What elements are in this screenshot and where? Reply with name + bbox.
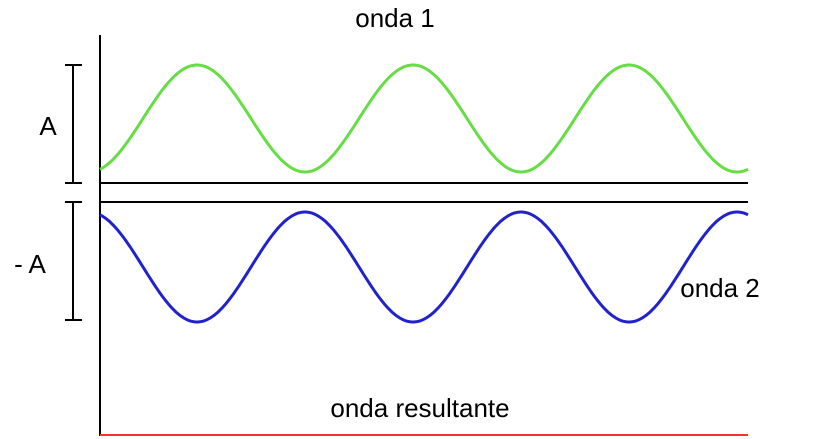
wave-1: [99, 63, 749, 174]
neg-amplitude-label: - A: [14, 249, 46, 279]
wave2-label: onda 2: [680, 273, 760, 303]
neg-amplitude-bracket: [65, 201, 82, 321]
amplitude-label: A: [39, 111, 57, 141]
amplitude-bracket: [65, 64, 82, 184]
wave-2: [99, 210, 749, 324]
resultant-label: onda resultante: [330, 393, 509, 423]
wave1-label: onda 1: [355, 3, 435, 33]
